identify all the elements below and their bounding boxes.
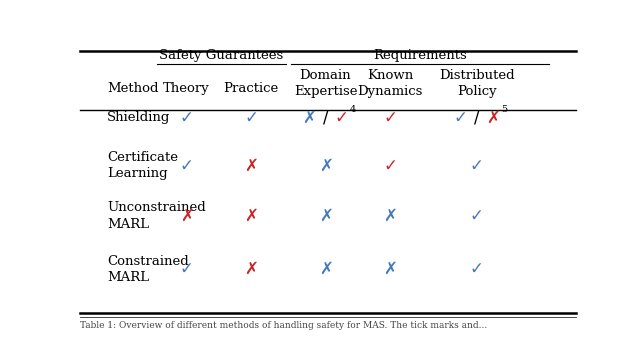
- Text: Certificate
Learning: Certificate Learning: [108, 151, 179, 180]
- Text: ✓: ✓: [180, 109, 193, 127]
- Text: ✗: ✗: [383, 207, 397, 225]
- Text: ✗: ✗: [244, 260, 258, 278]
- Text: ✓: ✓: [470, 157, 484, 175]
- Text: ✓: ✓: [470, 260, 484, 278]
- Text: Theory: Theory: [163, 82, 210, 95]
- Text: ✗: ✗: [383, 260, 397, 278]
- Text: ✓: ✓: [244, 109, 258, 127]
- Text: 4: 4: [349, 105, 356, 114]
- Text: ✓: ✓: [470, 207, 484, 225]
- Text: Known
Dynamics: Known Dynamics: [357, 69, 422, 98]
- Text: ✗: ✗: [319, 260, 332, 278]
- Text: ✓: ✓: [383, 109, 397, 127]
- Text: ✗: ✗: [180, 207, 193, 225]
- Text: Requirements: Requirements: [373, 49, 467, 62]
- Text: Domain
Expertise: Domain Expertise: [294, 69, 357, 98]
- Text: ✓: ✓: [180, 260, 193, 278]
- Text: ✓: ✓: [454, 109, 467, 127]
- Text: Unconstrained
MARL: Unconstrained MARL: [108, 201, 206, 231]
- Text: Safety Guarantees: Safety Guarantees: [159, 49, 284, 62]
- Text: ✗: ✗: [302, 109, 316, 127]
- Text: ✗: ✗: [486, 109, 500, 127]
- Text: /: /: [323, 109, 328, 127]
- Text: ✓: ✓: [180, 157, 193, 175]
- Text: ✓: ✓: [383, 157, 397, 175]
- Text: ✗: ✗: [244, 207, 258, 225]
- Text: 5: 5: [501, 105, 507, 114]
- Text: Shielding: Shielding: [108, 111, 171, 124]
- Text: Practice: Practice: [223, 82, 279, 95]
- Text: Table 1: Overview of different methods of handling safety for MAS. The tick mark: Table 1: Overview of different methods o…: [80, 321, 487, 329]
- Text: ✗: ✗: [319, 207, 332, 225]
- Text: ✗: ✗: [244, 157, 258, 175]
- Text: /: /: [474, 109, 479, 127]
- Text: Constrained
MARL: Constrained MARL: [108, 254, 189, 284]
- Text: Method: Method: [108, 82, 159, 95]
- Text: ✓: ✓: [335, 109, 349, 127]
- Text: Distributed
Policy: Distributed Policy: [439, 69, 515, 98]
- Text: ✗: ✗: [319, 157, 332, 175]
